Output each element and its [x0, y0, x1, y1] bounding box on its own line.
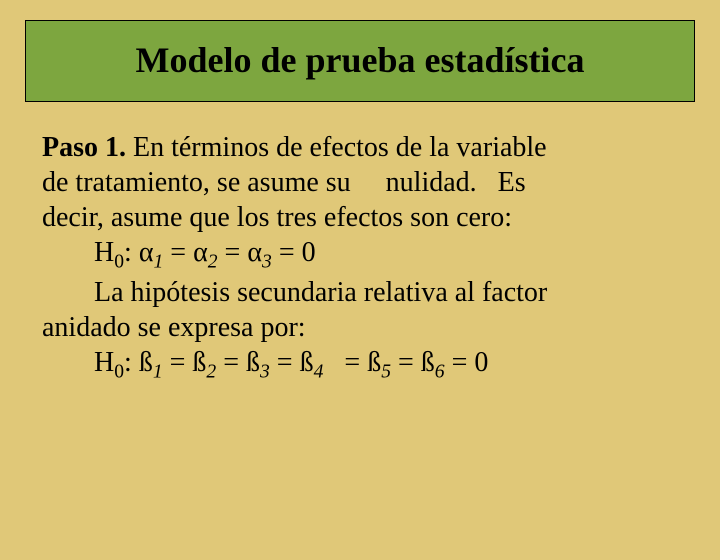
h2-s1: 1 [153, 362, 163, 383]
paragraph-line-6: anidado se expresa por: [42, 310, 675, 345]
h2-eq2: = [216, 347, 246, 378]
h2-s4: 4 [314, 362, 324, 383]
h2-sub0: 0 [114, 362, 124, 383]
paragraph-line-2: de tratamiento, se asume su nulidad. Es [42, 165, 675, 200]
h1-eq1: = [163, 237, 193, 268]
h2-s6: 6 [435, 362, 445, 383]
h2-eq1: = [163, 347, 193, 378]
hypothesis-1: H0: α1 = α2 = α3 = 0 [42, 235, 675, 275]
h2-b2: ß [192, 347, 206, 378]
paragraph-line-1: Paso 1. En términos de efectos de la var… [42, 130, 675, 165]
paso-label: Paso 1. [42, 132, 126, 163]
h2-sp [323, 347, 337, 378]
line1-rest: En términos de efectos de la variable [126, 132, 547, 163]
h2-b1: ß [139, 347, 153, 378]
h2-tail: = 0 [445, 347, 489, 378]
h1-a3: α [247, 237, 262, 268]
h1-tail: = 0 [272, 237, 316, 268]
h2-s2: 2 [206, 362, 216, 383]
h2-H: H [94, 347, 114, 378]
h1-a1: α [139, 237, 154, 268]
h1-eq2: = [218, 237, 248, 268]
h2-colon: : [124, 347, 139, 378]
h1-a2: α [193, 237, 208, 268]
slide-title: Modelo de prueba estadística [136, 40, 585, 80]
title-box: Modelo de prueba estadística [25, 20, 695, 102]
paragraph-line-5: La hipótesis secundaria relativa al fact… [42, 275, 675, 310]
h2-s5: 5 [381, 362, 391, 383]
h1-sub0: 0 [114, 252, 124, 273]
hypothesis-2: H0: ß1 = ß2 = ß3 = ß4 = ß5 = ß6 = 0 [42, 345, 675, 385]
body-area: Paso 1. En términos de efectos de la var… [0, 102, 720, 385]
paragraph-line-3: decir, asume que los tres efectos son ce… [42, 200, 675, 235]
h2-eq5: = [391, 347, 421, 378]
h2-b6: ß [421, 347, 435, 378]
h2-b4: ß [300, 347, 314, 378]
h2-eq4: = [337, 347, 367, 378]
h2-b5: ß [367, 347, 381, 378]
h1-s2: 2 [208, 252, 218, 273]
h1-s1: 1 [153, 252, 163, 273]
h2-b3: ß [246, 347, 260, 378]
h1-colon: : [124, 237, 139, 268]
h2-eq3: = [270, 347, 300, 378]
h1-s3: 3 [262, 252, 272, 273]
h1-H: H [94, 237, 114, 268]
h2-s3: 3 [260, 362, 270, 383]
